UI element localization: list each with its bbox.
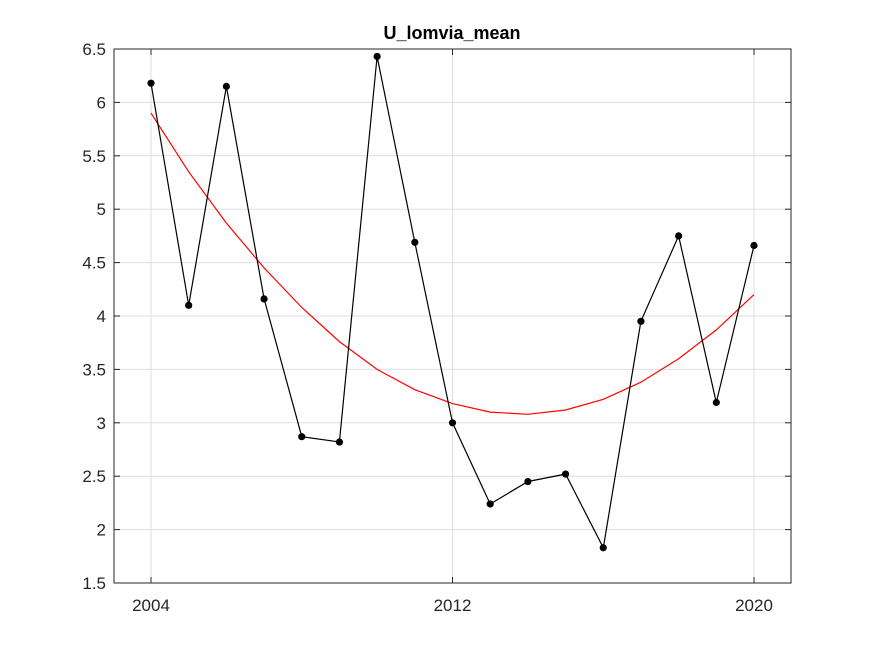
data-point: [750, 241, 758, 250]
y-tick-label: 5.5: [82, 147, 106, 166]
data-point: [222, 82, 230, 90]
x-tick-label: 2012: [434, 596, 472, 615]
data-point: [411, 238, 419, 246]
axis-ticks: [114, 48, 791, 584]
data-point: [185, 301, 193, 309]
y-tick-label: 2: [97, 521, 106, 540]
data-point: [335, 438, 344, 446]
data-point: [147, 79, 155, 87]
data-point: [486, 500, 494, 508]
data-point: [675, 232, 683, 240]
series-layer: [147, 52, 758, 552]
x-tick-label: 2004: [132, 596, 170, 615]
y-tick-label: 3: [97, 414, 106, 433]
y-tick-label: 5: [97, 200, 106, 219]
data-point: [260, 295, 268, 303]
y-tick-label: 4: [97, 307, 106, 326]
data-point: [524, 477, 532, 486]
data-point: [599, 544, 607, 552]
data-point: [561, 470, 570, 478]
series-line-fit: [150, 112, 755, 415]
y-tick-label: 3.5: [82, 360, 106, 379]
y-tick-label: 6: [97, 93, 106, 112]
x-axis-tick-labels: 2004 2012 2020: [132, 596, 773, 615]
data-point: [298, 433, 306, 441]
x-tick-label: 2020: [735, 596, 773, 615]
y-axis-tick-labels: 1.5 2 2.5 3 3.5 4 4.5 5 5.5 6 6.5: [82, 40, 106, 593]
chart-title: U_lomvia_mean: [383, 23, 520, 43]
y-tick-label: 2.5: [82, 467, 106, 486]
data-point: [637, 317, 645, 325]
y-tick-label: 6.5: [82, 40, 106, 59]
data-point: [712, 398, 720, 407]
y-tick-label: 1.5: [82, 574, 106, 593]
data-point: [373, 52, 381, 61]
data-point: [448, 419, 457, 427]
y-tick-label: 4.5: [82, 254, 106, 273]
